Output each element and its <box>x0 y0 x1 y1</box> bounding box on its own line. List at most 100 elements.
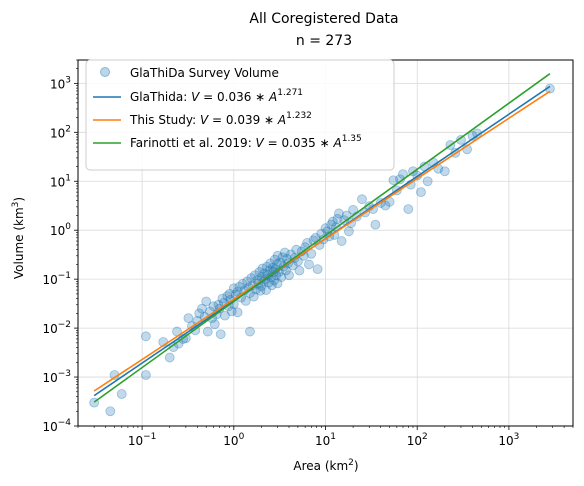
scatter-point <box>269 254 280 265</box>
scatter-point <box>334 208 344 219</box>
y-tick-base: 10 <box>42 420 57 434</box>
scatter-point <box>208 301 219 312</box>
scatter-point <box>272 250 283 261</box>
scatter-point <box>456 134 466 145</box>
x-tick-exp: 1 <box>330 432 336 442</box>
legend-scatter-marker <box>100 67 110 77</box>
y-axis-label-base: Volume (km <box>12 207 26 279</box>
scatter-point <box>348 204 359 215</box>
x-tick-base: 10 <box>223 434 238 448</box>
y-tick-exp: −2 <box>58 320 71 330</box>
scatter-point <box>201 296 212 307</box>
y-tick-exp: 1 <box>65 173 71 183</box>
legend-series-name: Farinotti et al. 2019 <box>130 136 248 150</box>
y-tick-exp: −1 <box>58 271 71 281</box>
scatter-point <box>215 329 226 340</box>
scatter-point <box>265 258 276 269</box>
axis-ticks: 10−1 100 101 102 10310−410−310−210−110010110… <box>42 59 574 448</box>
scatter-point <box>276 272 287 283</box>
x-tick-exp: 0 <box>239 432 245 442</box>
scatter-point <box>232 307 243 318</box>
x-axis-label-base: Area (km <box>293 459 348 473</box>
scatter-point <box>217 293 228 304</box>
x-axis-label-sup: 2 <box>348 458 354 468</box>
fit-lines <box>93 73 551 403</box>
scatter-point <box>344 226 354 237</box>
scatter-point <box>403 204 414 214</box>
scatter-point <box>388 175 399 186</box>
scatter-point <box>312 264 323 275</box>
scatter-point <box>140 370 151 380</box>
scatter-point <box>291 244 302 255</box>
scatter-point <box>380 200 391 211</box>
scatter-point <box>226 306 237 317</box>
scatter-point <box>224 288 235 299</box>
y-axis-label-sup: 3 <box>11 202 21 208</box>
fit-line <box>93 90 551 392</box>
scatter-point <box>275 257 286 268</box>
x-tick-base: 10 <box>315 434 330 448</box>
scatter-point <box>302 238 312 248</box>
y-tick-exp: −3 <box>58 369 71 379</box>
scatter-point <box>246 273 257 284</box>
scatter-point <box>116 389 127 399</box>
scatter-point <box>336 236 347 246</box>
scatter-point <box>439 166 450 177</box>
legend-coef: 0.035 <box>281 136 315 150</box>
y-tick-label: 10−3 <box>42 369 71 385</box>
y-tick-label: 101 <box>50 173 71 189</box>
y-tick-label: 100 <box>50 222 71 238</box>
scatter-point <box>248 291 259 302</box>
y-tick-exp: 2 <box>65 124 71 134</box>
scatter-point <box>339 215 350 226</box>
scatter-point <box>267 262 278 273</box>
legend-scatter-label: GlaThiDa Survey Volume <box>130 66 279 80</box>
legend: GlaThiDa Survey Volume GlaThida: V = 0.0… <box>85 59 395 171</box>
scatter-point <box>194 308 205 319</box>
legend-series-name: GlaThida <box>130 90 183 104</box>
scatter-point <box>261 285 271 295</box>
x-axis-label-tail: ) <box>354 459 359 473</box>
x-axis-label: Area (km2) <box>293 458 358 473</box>
legend-coef: 0.039 <box>226 113 260 127</box>
y-tick-base: 10 <box>50 126 65 140</box>
scatter-point <box>332 214 343 224</box>
scatter-point <box>304 259 314 270</box>
y-tick-label: 10−2 <box>42 320 71 336</box>
x-tick-label: 103 <box>498 432 519 448</box>
chart-subtitle: n = 273 <box>296 33 352 49</box>
scatter-point <box>228 283 239 294</box>
legend-times: ∗ <box>260 113 278 127</box>
scatter-point <box>164 352 175 363</box>
legend-line-label: This Study: V = 0.039 ∗ A1.232 <box>129 111 312 127</box>
chart-title: All Coregistered Data <box>249 11 398 27</box>
legend-equals: = <box>199 90 217 104</box>
scatter-point <box>105 406 116 417</box>
y-tick-base: 10 <box>50 77 65 91</box>
x-tick-label: 10−1 <box>128 432 157 448</box>
scatter-point <box>279 247 290 258</box>
scatter-point <box>357 194 367 205</box>
y-tick-base: 10 <box>42 322 57 336</box>
legend-box <box>85 59 395 171</box>
scatter-point <box>220 310 230 321</box>
x-tick-base: 10 <box>498 434 513 448</box>
y-tick-exp: −4 <box>58 418 72 428</box>
scatter-point <box>242 276 253 287</box>
x-tick-label: 100 <box>223 432 244 448</box>
legend-var-v: V <box>256 136 265 150</box>
x-tick-exp: 3 <box>514 432 520 442</box>
scatter-point <box>326 219 336 230</box>
scatter-point <box>250 270 260 281</box>
scatter-point <box>294 265 305 276</box>
y-tick-exp: 3 <box>65 75 71 85</box>
scatter-point <box>202 326 213 337</box>
legend-exponent: 1.232 <box>286 111 312 121</box>
legend-var-v: V <box>200 113 209 127</box>
y-axis-label-tail: ) <box>12 197 26 202</box>
scatter-point <box>197 303 207 314</box>
scatter-point <box>257 263 268 274</box>
scatter-point <box>254 267 265 277</box>
scatter-point <box>277 252 288 263</box>
